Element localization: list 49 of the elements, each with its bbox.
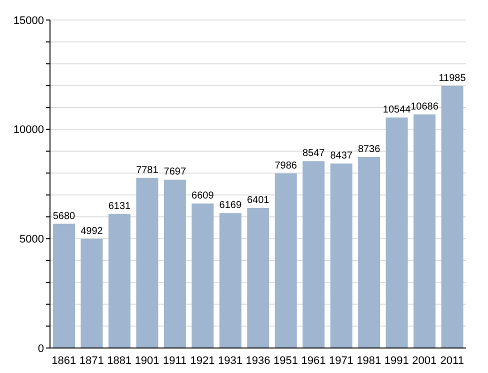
bar — [108, 214, 130, 348]
data-label: 8437 — [330, 150, 353, 162]
y-tick-label: 15000 — [13, 14, 44, 27]
x-tick-label: 1936 — [246, 354, 270, 367]
y-tick-label: 0 — [38, 342, 44, 355]
bar — [219, 213, 242, 348]
data-label: 5680 — [52, 210, 76, 222]
x-tick-label: 1971 — [328, 354, 354, 367]
bar — [192, 203, 214, 348]
x-tick-label: 1991 — [384, 354, 409, 367]
data-label: 7781 — [136, 164, 159, 176]
data-label: 8547 — [302, 148, 326, 160]
data-label: 10544 — [382, 104, 412, 116]
bar — [330, 164, 352, 348]
x-tick-label: 1861 — [52, 354, 76, 367]
x-tick-label: 1961 — [301, 354, 326, 367]
data-label: 6131 — [108, 200, 132, 212]
data-label: 7986 — [274, 160, 298, 172]
x-tick-label: 2011 — [440, 354, 464, 367]
bar — [414, 114, 436, 348]
data-label: 10686 — [410, 101, 439, 112]
bar — [136, 178, 158, 348]
data-label: 7697 — [164, 166, 186, 178]
x-tick-label: 1951 — [273, 354, 298, 367]
data-label: 6609 — [192, 190, 214, 202]
data-label: 8736 — [358, 144, 381, 155]
bar — [441, 86, 464, 348]
bar — [358, 156, 380, 348]
data-label: 11985 — [438, 72, 466, 84]
x-tick-label: 1931 — [218, 354, 243, 367]
x-tick-label: 1911 — [162, 354, 187, 367]
bar — [80, 238, 103, 348]
data-label: 6401 — [247, 195, 270, 206]
y-tick-label: 5000 — [20, 234, 44, 246]
bar — [302, 161, 325, 348]
x-tick-label: 1921 — [190, 354, 215, 367]
bar — [247, 208, 270, 348]
data-label: 6169 — [219, 200, 242, 212]
data-label: 4992 — [80, 226, 104, 237]
x-tick-label: 1981 — [356, 354, 382, 367]
bar — [164, 180, 186, 348]
bar — [386, 117, 408, 348]
y-tick-label: 10000 — [13, 124, 44, 136]
x-tick-label: 1881 — [107, 354, 132, 367]
bar — [53, 224, 75, 348]
x-tick-label: 1901 — [134, 354, 160, 367]
bar — [274, 173, 297, 348]
x-tick-label: 2001 — [412, 354, 437, 367]
x-tick-label: 1871 — [79, 354, 104, 367]
